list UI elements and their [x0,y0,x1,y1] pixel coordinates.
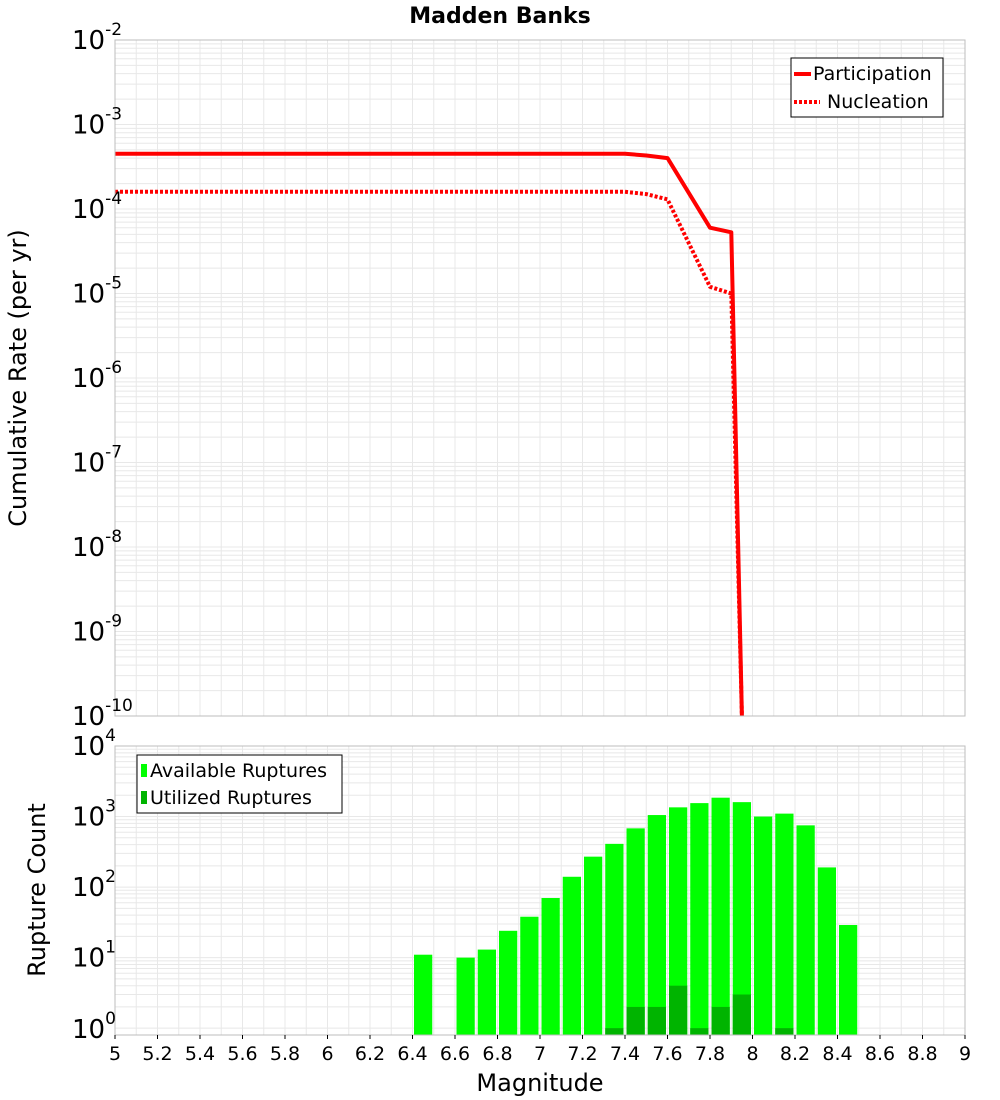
rate-plot: 10-2 10-3 10-4 10-5 10-6 10-7 10-8 10-9 10-10 Cu… [4,20,966,732]
rate-y-axis-label: Cumulative Rate (per yr) [4,229,32,527]
rate-legend-box [790,57,944,118]
y-tick-label: 101 [72,938,116,974]
legend-utilized-swatch [141,791,147,804]
bar-utilized [690,1028,709,1035]
y-tick-label: 10-4 [72,189,122,225]
bar-available [732,802,751,1035]
x-tick-label: 7.6 [652,1043,682,1065]
legend-participation-label: Participation [813,63,932,85]
y-tick-label: 10-6 [72,358,122,394]
y-tick-label: 10-9 [72,612,122,648]
x-tick-label: 8 [746,1043,758,1065]
x-tick-label: 8.4 [822,1043,852,1065]
rate-plot-grid [114,40,966,717]
x-tick-label: 7.2 [567,1043,597,1065]
bar-available [754,816,773,1035]
x-tick-label: 6.2 [355,1043,385,1065]
x-tick-label: 6.8 [482,1043,512,1065]
x-tick-label: 5.6 [227,1043,257,1065]
bar-available [647,815,666,1035]
x-tick-label: 5 [109,1043,121,1065]
legend-available-label: Available Ruptures [150,760,327,782]
bar-available [796,825,815,1035]
rate-legend: Participation Nucleation [790,57,944,118]
y-tick-label: 10-5 [72,274,122,310]
bar-available [775,813,794,1035]
legend-utilized-label: Utilized Ruptures [150,787,312,809]
rate-plot-frame [114,39,966,717]
x-tick-label: 5.8 [270,1043,300,1065]
bar-available [499,930,518,1035]
rupture-y-ticks: 104 103 102 101 100 [72,726,116,1045]
bar-available [711,797,730,1035]
bar-available [456,957,475,1035]
legend-nucleation-label: Nucleation [827,91,929,113]
series-line-nucleation [115,189,744,717]
bar-available [690,803,709,1035]
x-tick-label: 6.6 [440,1043,470,1065]
bar-available [669,807,688,1035]
bar-available [477,949,496,1035]
legend-available-swatch [141,764,147,777]
bar-available [562,876,581,1035]
bar-available [817,867,836,1035]
x-tick-label: 5.2 [142,1043,172,1065]
x-tick-label: 8.8 [907,1043,937,1065]
x-tick-label: 9 [959,1043,971,1065]
bar-utilized [669,985,688,1035]
x-tick-label: 6.4 [397,1043,427,1065]
x-tick-label: 7 [534,1043,546,1065]
x-tick-label: 8.6 [865,1043,895,1065]
rupture-bars [414,797,858,1035]
y-tick-label: 10-8 [72,527,122,563]
x-tick-label: 7.8 [695,1043,725,1065]
rupture-legend-box [136,754,343,814]
y-tick-label: 10-2 [72,20,122,56]
x-axis-label: Magnitude [476,1069,603,1097]
x-tick-label: 7.4 [610,1043,640,1065]
y-tick-label: 103 [72,797,116,833]
x-tick-label: 6 [321,1043,333,1065]
chart-title: Madden Banks [409,4,590,29]
bar-utilized [605,1028,624,1035]
bar-utilized [732,994,751,1035]
bar-available [605,843,624,1035]
bar-available [626,828,645,1035]
rupture-count-plot: 104 103 102 101 100 5 5.2 5.4 5.6 5.8 6 6.2 6.4 6.6 6… [23,726,971,1097]
rupture-legend: Available Ruptures Utilized Ruptures [136,754,343,814]
x-tick-label: 8.2 [780,1043,810,1065]
bar-available [541,898,560,1035]
rupture-y-axis-label: Rupture Count [23,803,51,977]
bar-available [839,925,858,1035]
magnitude-x-ticks: 5 5.2 5.4 5.6 5.8 6 6.2 6.4 6.6 6.8 7 7.2 7.4 7.6 7.8 8… [109,1035,971,1065]
bar-utilized [775,1028,794,1035]
y-tick-label: 10-10 [72,696,133,732]
bar-available [520,916,539,1035]
x-tick-label: 5.4 [185,1043,215,1065]
series-line-participation [115,151,744,717]
bar-available [584,856,603,1035]
y-tick-label: 102 [72,867,116,903]
bar-utilized [711,1006,730,1035]
y-tick-label: 10-7 [72,443,122,479]
bar-utilized [626,1006,645,1035]
y-tick-label: 104 [72,726,116,762]
y-tick-label: 10-3 [72,105,122,141]
y-tick-label: 100 [72,1009,116,1045]
rate-y-ticks: 10-2 10-3 10-4 10-5 10-6 10-7 10-8 10-9 10-10 [72,20,133,732]
bar-utilized [647,1006,666,1035]
bar-available [414,954,433,1035]
rate-plot-series [115,151,744,717]
